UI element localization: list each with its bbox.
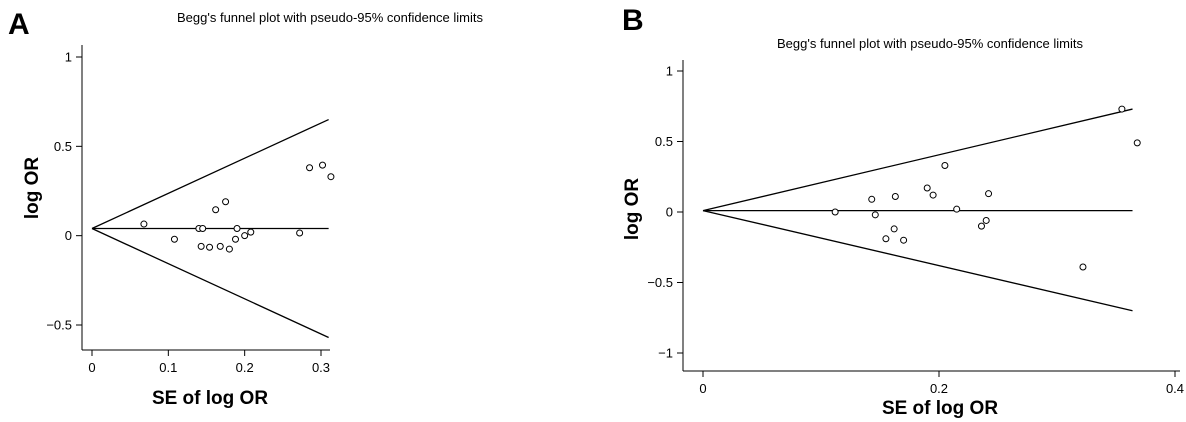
panel-b-upper-limit-line xyxy=(702,108,1133,212)
panel-a-letter: A xyxy=(8,8,30,41)
panel-a-lower-limit-line xyxy=(91,227,329,339)
panel-b-y-tick-label: −0.5 xyxy=(647,275,673,290)
panel-a-study-point xyxy=(216,242,224,250)
panel-b-study-point xyxy=(923,184,931,192)
panel-b-study-point xyxy=(831,208,839,216)
panel-b-x-tick-label: 0 xyxy=(699,381,706,396)
panel-b-y-tick-label: −1 xyxy=(658,346,673,361)
panel-a-study-point xyxy=(232,235,240,243)
panel-b-study-point xyxy=(982,216,990,224)
panel-a-title: Begg's funnel plot with pseudo-95% confi… xyxy=(177,10,483,25)
panel-a-y-tick-label: −0.5 xyxy=(46,318,72,333)
panel-a-y-tick-label: 0.5 xyxy=(54,139,72,154)
panel-a-study-point xyxy=(247,228,255,236)
panel-a-x-tick-label: 0.2 xyxy=(236,360,254,375)
panel-a-y-axis-label: log OR xyxy=(22,157,43,220)
panel-a-upper-limit-line xyxy=(91,118,329,230)
panel-a-study-point xyxy=(222,198,230,206)
panel-a-x-tick-label: 0 xyxy=(88,360,95,375)
panel-b-y-axis-label: log OR xyxy=(622,178,643,241)
panel-a-study-point xyxy=(140,220,148,228)
panel-b-title: Begg's funnel plot with pseudo-95% confi… xyxy=(777,36,1083,51)
panel-b-study-point xyxy=(882,235,890,243)
panel-b-y-tick-label: 1 xyxy=(666,64,673,79)
panel-b-x-tick-label: 0.4 xyxy=(1166,381,1184,396)
panel-a-study-point xyxy=(319,161,327,169)
panel-b-study-point xyxy=(868,195,876,203)
panel-b-study-point xyxy=(985,190,993,198)
panel-a-study-point xyxy=(296,229,304,237)
panel-a-y-tick-label: 0 xyxy=(65,228,72,243)
panel-a-study-point xyxy=(306,164,314,172)
panel-a-study-point xyxy=(170,235,178,243)
panel-a-study-point xyxy=(197,242,205,250)
panel-a-x-axis-label: SE of log OR xyxy=(152,388,268,409)
panel-a-study-point xyxy=(327,173,335,181)
panel-a-study-point xyxy=(212,206,220,214)
panel-b-study-point xyxy=(977,222,985,230)
panel-b-x-axis-label: SE of log OR xyxy=(882,398,998,419)
panel-b-study-point xyxy=(890,225,898,233)
panel-b-study-point xyxy=(953,205,961,213)
panel-b-x-tick-label: 0.2 xyxy=(930,381,948,396)
panel-a-study-point xyxy=(225,245,233,253)
panel-b-study-point xyxy=(941,161,949,169)
panel-b-study-point xyxy=(891,192,899,200)
panel-a-study-point xyxy=(233,225,241,233)
panel-a-y-tick-label: 1 xyxy=(65,50,72,65)
panel-b-study-point xyxy=(1079,263,1087,271)
panel-a-study-point xyxy=(241,232,249,240)
panel-b-study-point xyxy=(900,236,908,244)
panel-b-letter: B xyxy=(622,4,644,37)
panel-a-study-point xyxy=(199,225,207,233)
panel-b-study-point xyxy=(1118,105,1126,113)
panel-a-x-tick-label: 0.3 xyxy=(312,360,330,375)
panel-b-study-point xyxy=(929,191,937,199)
panel-b-y-tick-label: 0.5 xyxy=(655,134,673,149)
panel-b-lower-limit-line xyxy=(702,209,1133,312)
panel-b-y-tick-label: 0 xyxy=(666,205,673,220)
panel-a: A Begg's funnel plot with pseudo-95% conf… xyxy=(8,8,483,409)
panel-a-study-point xyxy=(206,243,214,251)
panel-b-study-point xyxy=(871,211,879,219)
panel-b-study-point xyxy=(1133,139,1141,147)
panel-b: B Begg's funnel plot with pseudo-95% conf… xyxy=(622,4,1184,419)
panel-a-x-tick-label: 0.1 xyxy=(159,360,177,375)
